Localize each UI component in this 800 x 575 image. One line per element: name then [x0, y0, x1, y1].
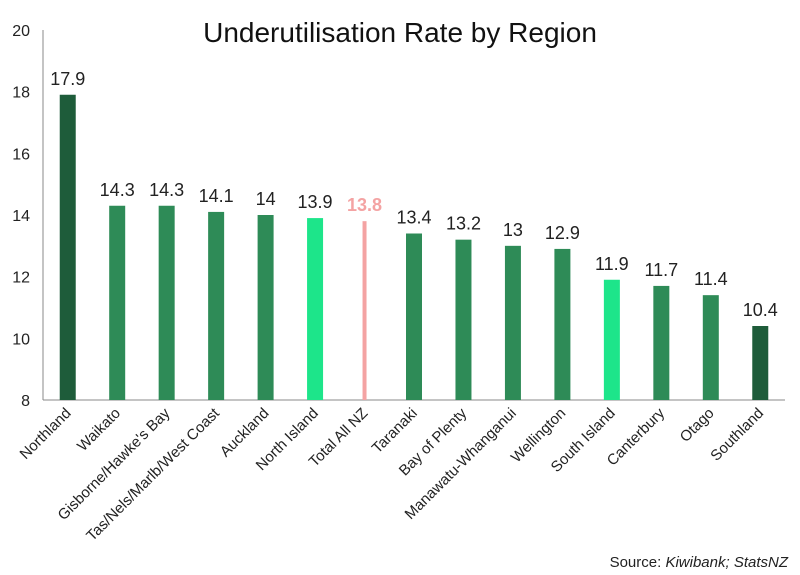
- bar: [653, 285, 670, 400]
- x-category-label: Waikato: [74, 405, 124, 455]
- y-tick-label: 10: [12, 331, 30, 348]
- bar: [702, 295, 719, 400]
- x-category-label: Northland: [17, 405, 75, 463]
- data-label: 11.7: [644, 260, 678, 280]
- data-label: 14.3: [149, 180, 184, 200]
- chart-title: Underutilisation Rate by Region: [203, 17, 597, 48]
- data-label: 10.4: [743, 300, 778, 320]
- data-label: 14: [256, 189, 276, 209]
- bar: [406, 233, 422, 400]
- x-category-label: Southland: [707, 405, 767, 465]
- source-note: Source: Kiwibank; StatsNZ: [610, 554, 788, 571]
- source-names: Kiwibank; StatsNZ: [665, 554, 788, 571]
- bar: [307, 218, 324, 400]
- data-label: 13: [503, 220, 523, 240]
- bar: [257, 215, 274, 400]
- y-tick-label: 12: [12, 270, 30, 287]
- bar: [504, 245, 521, 400]
- data-label: 11.4: [694, 269, 728, 289]
- bar: [208, 211, 225, 400]
- y-axis-ticks: 8 10 12 14 16 18 20: [12, 23, 30, 410]
- data-labels: 17.9 14.3 14.3 14.1 14 13.9 13.8 13.4 13.2 13 12.9…: [50, 69, 778, 320]
- bar: [109, 205, 126, 400]
- y-tick-label: 16: [12, 146, 30, 163]
- y-tick-label: 8: [21, 393, 30, 410]
- data-label: 12.9: [545, 223, 580, 243]
- data-label: 13.9: [298, 192, 333, 212]
- x-category-label: Otago: [677, 405, 718, 446]
- y-tick-label: 18: [12, 85, 30, 102]
- data-label: 17.9: [50, 69, 85, 89]
- bar: [455, 239, 472, 400]
- data-label: 14.3: [100, 180, 135, 200]
- bar: [603, 279, 620, 400]
- bar: [158, 205, 175, 400]
- bar: [362, 221, 367, 400]
- data-label: 13.8: [347, 195, 382, 215]
- data-label: 11.9: [595, 254, 629, 274]
- data-label: 14.1: [199, 186, 234, 206]
- data-label: 13.2: [446, 214, 481, 234]
- bar: [59, 94, 76, 400]
- bar: [752, 326, 769, 400]
- y-tick-label: 20: [12, 23, 30, 40]
- data-label: 13.4: [396, 208, 431, 228]
- y-tick-label: 14: [12, 208, 30, 225]
- bar-series: [59, 94, 769, 400]
- source-prefix: Source:: [609, 554, 666, 571]
- bar: [554, 248, 571, 400]
